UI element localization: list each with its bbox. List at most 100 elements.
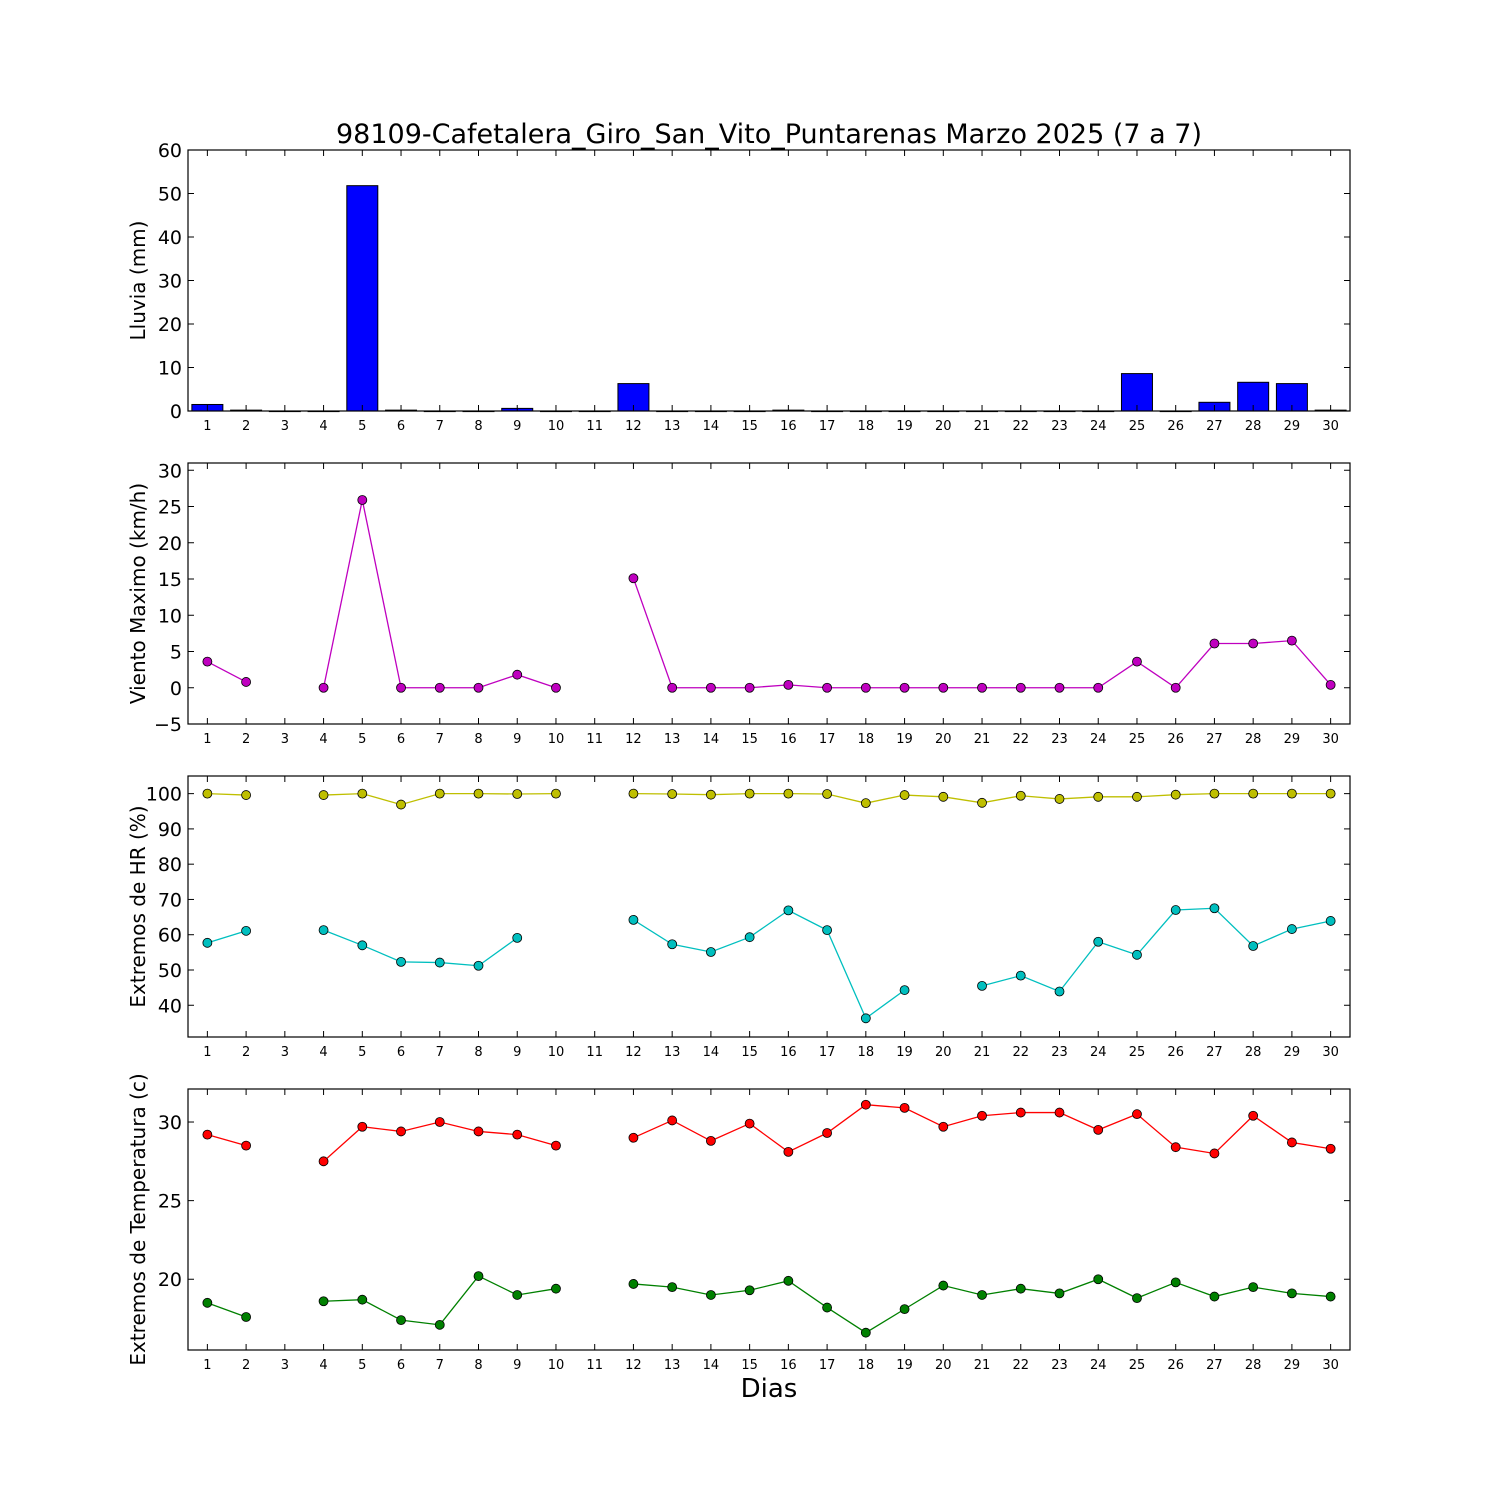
- point-day-1: [202, 1297, 213, 1308]
- point-day-26: [1170, 682, 1181, 693]
- panel-viento: 1 2 3 4 5 6 7 8 9 10 11 12 13 14 15 16 17 18 19 20 21 22 23 24 2…: [126, 460, 1351, 747]
- x-axis-label: Dias: [741, 1374, 798, 1404]
- x-tick-label: 13: [664, 1358, 681, 1373]
- x-tick-label: 18: [858, 732, 875, 747]
- point-day-24: [1093, 1274, 1104, 1285]
- axes-frame-humedad: [187, 775, 1351, 1038]
- x-tick-label: 21: [974, 419, 991, 434]
- x-tick-label: 29: [1284, 1045, 1301, 1060]
- x-tick-label: 1: [203, 732, 211, 747]
- x-tick-label: 13: [664, 732, 681, 747]
- point-day-27: [1209, 903, 1220, 914]
- point-day-27: [1209, 1148, 1220, 1159]
- y-tick-label: 40: [158, 995, 182, 1017]
- point-day-23: [1054, 986, 1065, 997]
- series-temperatura-2: [202, 1271, 1336, 1338]
- point-day-25: [1132, 791, 1142, 802]
- x-tick-label: 1: [203, 1358, 211, 1373]
- point-day-15: [744, 788, 755, 799]
- x-tick-label: 6: [397, 1045, 405, 1060]
- x-tick-label: 3: [281, 419, 289, 434]
- x-tick-label: 5: [358, 1045, 366, 1060]
- point-day-24: [1093, 1124, 1104, 1135]
- point-day-6: [396, 799, 406, 810]
- point-day-16: [783, 1146, 794, 1157]
- x-tick-label: 10: [548, 419, 565, 434]
- point-day-17: [822, 789, 832, 799]
- point-day-14: [706, 947, 716, 957]
- x-tick-label: 14: [703, 1045, 720, 1060]
- x-tick-label: 26: [1167, 732, 1184, 747]
- series-line: [207, 930, 247, 944]
- point-day-30: [1325, 788, 1336, 799]
- x-tick-label: 26: [1167, 1045, 1184, 1060]
- point-day-23: [1054, 682, 1065, 693]
- point-day-5: [357, 495, 368, 505]
- x-tick-label: 19: [896, 732, 913, 747]
- point-day-1: [202, 788, 213, 799]
- point-day-4: [318, 1296, 329, 1307]
- y-tick-label: 30: [158, 1112, 182, 1134]
- y-tick-label: 20: [158, 314, 182, 336]
- point-day-25: [1132, 949, 1142, 960]
- x-tick-label: 3: [281, 732, 289, 747]
- x-tick-label: 1: [203, 1045, 211, 1060]
- point-day-9: [512, 932, 523, 943]
- x-tick-label: 3: [281, 1045, 289, 1060]
- point-day-16: [783, 905, 794, 916]
- x-tick-label: 29: [1284, 1358, 1301, 1373]
- x-tick-label: 4: [319, 419, 327, 434]
- x-tick-label: 20: [935, 1045, 952, 1060]
- x-tick-label: 9: [513, 732, 521, 747]
- x-tick-label: 5: [358, 732, 366, 747]
- x-tick-label: 15: [741, 732, 758, 747]
- point-day-28: [1248, 638, 1259, 649]
- x-tick-label: 16: [780, 419, 797, 434]
- point-day-30: [1325, 1291, 1336, 1302]
- x-tick-label: 14: [703, 732, 720, 747]
- x-tick-label: 10: [548, 732, 565, 747]
- y-tick-label: 60: [158, 140, 182, 162]
- point-day-1: [202, 656, 213, 667]
- x-tick-label: 19: [896, 1045, 913, 1060]
- point-day-7: [434, 957, 445, 968]
- point-day-5: [357, 788, 368, 799]
- y-tick-label: 20: [158, 1269, 182, 1291]
- point-day-9: [512, 1129, 523, 1140]
- x-tick-label: 13: [664, 1045, 681, 1060]
- x-tick-label: 30: [1322, 419, 1339, 434]
- point-day-8: [473, 682, 484, 693]
- x-tick-label: 5: [358, 1358, 366, 1373]
- x-tick-label: 14: [703, 1358, 720, 1373]
- point-day-1: [202, 1129, 213, 1140]
- point-day-24: [1093, 682, 1104, 693]
- point-day-2: [241, 1312, 252, 1322]
- point-day-4: [318, 925, 329, 936]
- point-day-4: [318, 682, 329, 693]
- y-tick-label: 100: [146, 784, 182, 806]
- x-tick-label: 9: [513, 1045, 521, 1060]
- x-tick-label: 17: [819, 419, 836, 434]
- x-tick-label: 21: [974, 732, 991, 747]
- x-tick-label: 12: [625, 419, 642, 434]
- point-day-8: [473, 788, 484, 799]
- point-day-29: [1287, 924, 1297, 934]
- series-line: [633, 909, 905, 1020]
- x-tick-label: 22: [1012, 419, 1029, 434]
- x-tick-label: 7: [436, 1045, 444, 1060]
- point-day-19: [899, 1304, 910, 1315]
- axes-frame-viento: [187, 462, 1351, 725]
- point-day-30: [1325, 916, 1336, 926]
- x-tick-label: 2: [242, 419, 250, 434]
- x-tick-label: 4: [319, 1045, 327, 1060]
- y-tick-label: 25: [158, 497, 182, 519]
- y-axis-label-humedad: Extremos de HR (%): [126, 805, 150, 1007]
- point-day-15: [744, 1118, 755, 1129]
- x-tick-label: 17: [819, 732, 836, 747]
- x-tick-label: 11: [586, 732, 603, 747]
- x-tick-label: 23: [1051, 1358, 1068, 1373]
- point-day-22: [1015, 1107, 1026, 1118]
- point-day-25: [1132, 656, 1142, 667]
- point-day-9: [512, 1290, 523, 1300]
